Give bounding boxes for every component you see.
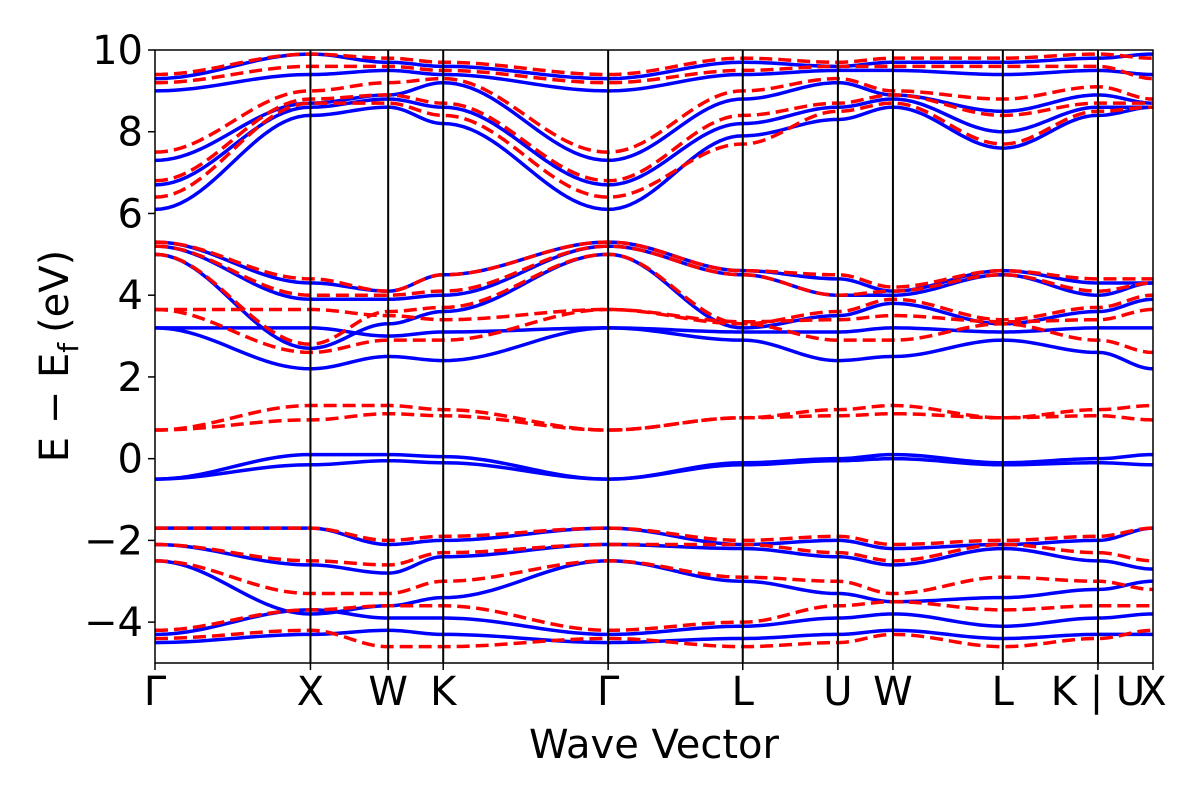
y-tick-label: −4 bbox=[84, 600, 143, 646]
y-axis-title-unit: (eV) bbox=[32, 250, 78, 333]
plot-frame bbox=[154, 49, 1154, 664]
x-tick-label: Γ bbox=[144, 669, 167, 715]
x-tick-label: U bbox=[823, 669, 852, 715]
plot-background bbox=[155, 50, 1153, 663]
y-tick-label: 4 bbox=[118, 273, 143, 319]
y-axis-title-main: E − E bbox=[32, 353, 78, 463]
y-tick-label: 10 bbox=[92, 28, 143, 74]
y-tick-label: 6 bbox=[118, 191, 143, 237]
x-tick-label: L bbox=[992, 669, 1015, 715]
x-tick-label: X bbox=[297, 669, 324, 715]
x-tick-label: W bbox=[873, 669, 913, 715]
y-tick-label: −2 bbox=[84, 518, 143, 564]
x-tick-label: X bbox=[1139, 669, 1166, 715]
y-tick-label: 8 bbox=[118, 110, 143, 156]
x-tick-label: W bbox=[368, 669, 408, 715]
y-axis-ticks: −4 −2 0 2 4 6 8 10 bbox=[84, 28, 155, 646]
y-axis-title-subscript: f bbox=[52, 342, 85, 353]
x-tick-label: K | U bbox=[1051, 669, 1145, 715]
y-tick-label: 0 bbox=[118, 437, 143, 483]
x-axis-title: Wave Vector bbox=[529, 722, 780, 768]
x-tick-label: K bbox=[430, 669, 458, 715]
y-tick-label: 2 bbox=[118, 355, 143, 401]
band-line-dashed bbox=[155, 240, 1153, 293]
high-symmetry-lines bbox=[309, 50, 1099, 663]
y-axis-title: E − Ef (eV) bbox=[32, 250, 85, 463]
x-tick-label: Γ bbox=[597, 669, 620, 715]
x-tick-label: L bbox=[732, 669, 755, 715]
